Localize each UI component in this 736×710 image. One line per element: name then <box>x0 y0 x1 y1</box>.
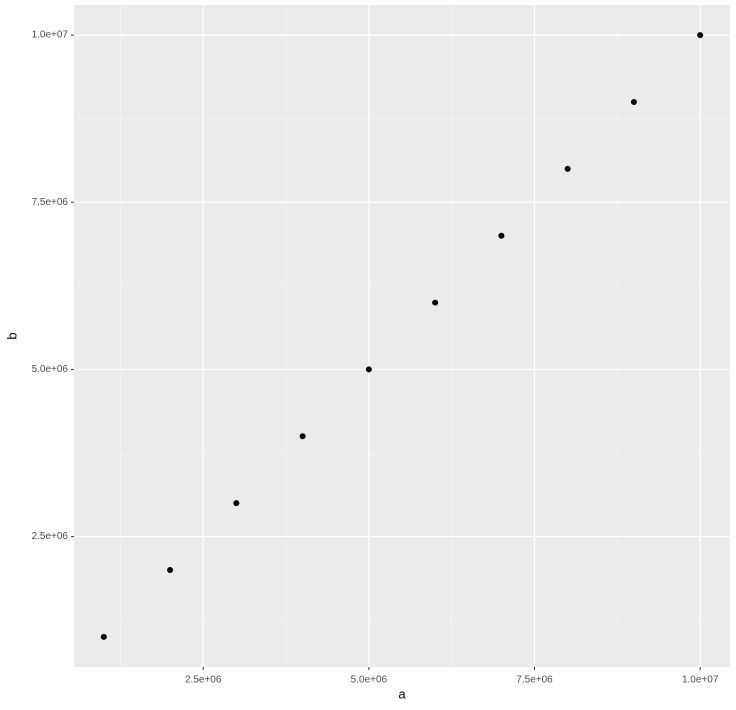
y-tick-label: 2.5e+06 <box>32 531 69 542</box>
point <box>100 633 107 640</box>
x-tick-label: 2.5e+06 <box>185 675 222 686</box>
x-tick-label: 5.0e+06 <box>351 675 388 686</box>
point <box>299 433 306 440</box>
point <box>498 232 505 239</box>
point <box>167 567 174 574</box>
panel <box>74 5 730 667</box>
point <box>630 98 637 105</box>
point <box>564 165 571 172</box>
x-axis-title: a <box>398 686 406 701</box>
y-tick-label: 1.0e+07 <box>32 30 69 41</box>
x-tick-label: 1.0e+07 <box>682 675 719 686</box>
x-tick-label: 7.5e+06 <box>516 675 553 686</box>
y-tick-label: 5.0e+06 <box>32 364 69 375</box>
point <box>697 32 704 39</box>
y-tick-label: 7.5e+06 <box>32 197 69 208</box>
point <box>233 500 240 507</box>
point <box>365 366 372 373</box>
point <box>432 299 439 306</box>
y-axis-title: b <box>4 332 19 339</box>
